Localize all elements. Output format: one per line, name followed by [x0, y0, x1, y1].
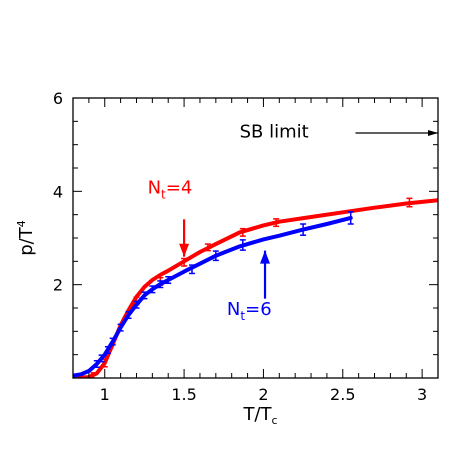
- x-axis-title-sub: c: [272, 414, 278, 427]
- annotation-label: SB limit: [240, 122, 309, 143]
- data-point: [189, 264, 196, 275]
- series-1: [73, 197, 438, 378]
- data-point: [117, 323, 124, 332]
- data-point: [125, 310, 132, 320]
- annotation-arrow-head: [260, 250, 270, 264]
- annotation-label: Nt=6: [227, 299, 272, 323]
- data-point: [93, 359, 100, 369]
- data-point: [239, 239, 246, 251]
- axis-layer: 1 1.5 2 2.5 3 2 4 6 T/Tc p/T4: [15, 89, 439, 427]
- y-tick-label: 2: [53, 276, 63, 295]
- x-axis-title: T/Tc: [242, 404, 277, 427]
- data-point: [406, 197, 413, 208]
- series-layer: [73, 197, 438, 378]
- data-point: [149, 285, 156, 294]
- series-line: [73, 215, 353, 378]
- data-point: [109, 337, 116, 346]
- y-tick-label: 6: [53, 89, 63, 108]
- annotation-layer: Nt=4Nt=6SB limit: [148, 122, 438, 323]
- annotation-nt4: Nt=4: [148, 178, 193, 257]
- annotation-label-main: N: [148, 178, 161, 199]
- series-line: [73, 198, 438, 378]
- annotation-arrow-head: [428, 130, 438, 136]
- data-point: [104, 345, 111, 355]
- data-point: [239, 227, 246, 237]
- x-tick-label: 1.5: [171, 385, 196, 404]
- data-point: [273, 218, 280, 228]
- data-point: [141, 291, 148, 300]
- annotation-label-sub: t: [240, 309, 245, 323]
- data-point: [212, 250, 219, 262]
- data-point: [300, 223, 307, 236]
- annotation-label-sub: t: [161, 188, 166, 202]
- y-tick-label: 4: [53, 182, 63, 201]
- data-point: [347, 211, 354, 225]
- data-point: [204, 243, 211, 252]
- annotation-sb: SB limit: [240, 122, 438, 143]
- annotation-arrow-head: [179, 243, 190, 257]
- annotation-label: Nt=4: [148, 178, 193, 202]
- annotation-label-rest: =6: [245, 299, 272, 320]
- series-2: [73, 211, 354, 378]
- y-axis-title-sup: 4: [15, 220, 28, 227]
- y-axis-title: p/T4: [15, 220, 37, 256]
- annotation-label-rest: =4: [166, 178, 193, 199]
- data-point: [133, 300, 140, 309]
- annotation-label-main: N: [227, 299, 240, 320]
- data-point: [157, 280, 164, 289]
- data-point: [165, 275, 172, 285]
- x-tick-label: 2: [258, 385, 268, 404]
- x-tick-label: 2.5: [330, 385, 355, 404]
- x-tick-label: 3: [417, 385, 427, 404]
- data-point: [98, 354, 105, 363]
- data-point: [181, 257, 188, 267]
- x-tick-label: 1: [100, 385, 110, 404]
- annotation-nt6: Nt=6: [227, 250, 272, 323]
